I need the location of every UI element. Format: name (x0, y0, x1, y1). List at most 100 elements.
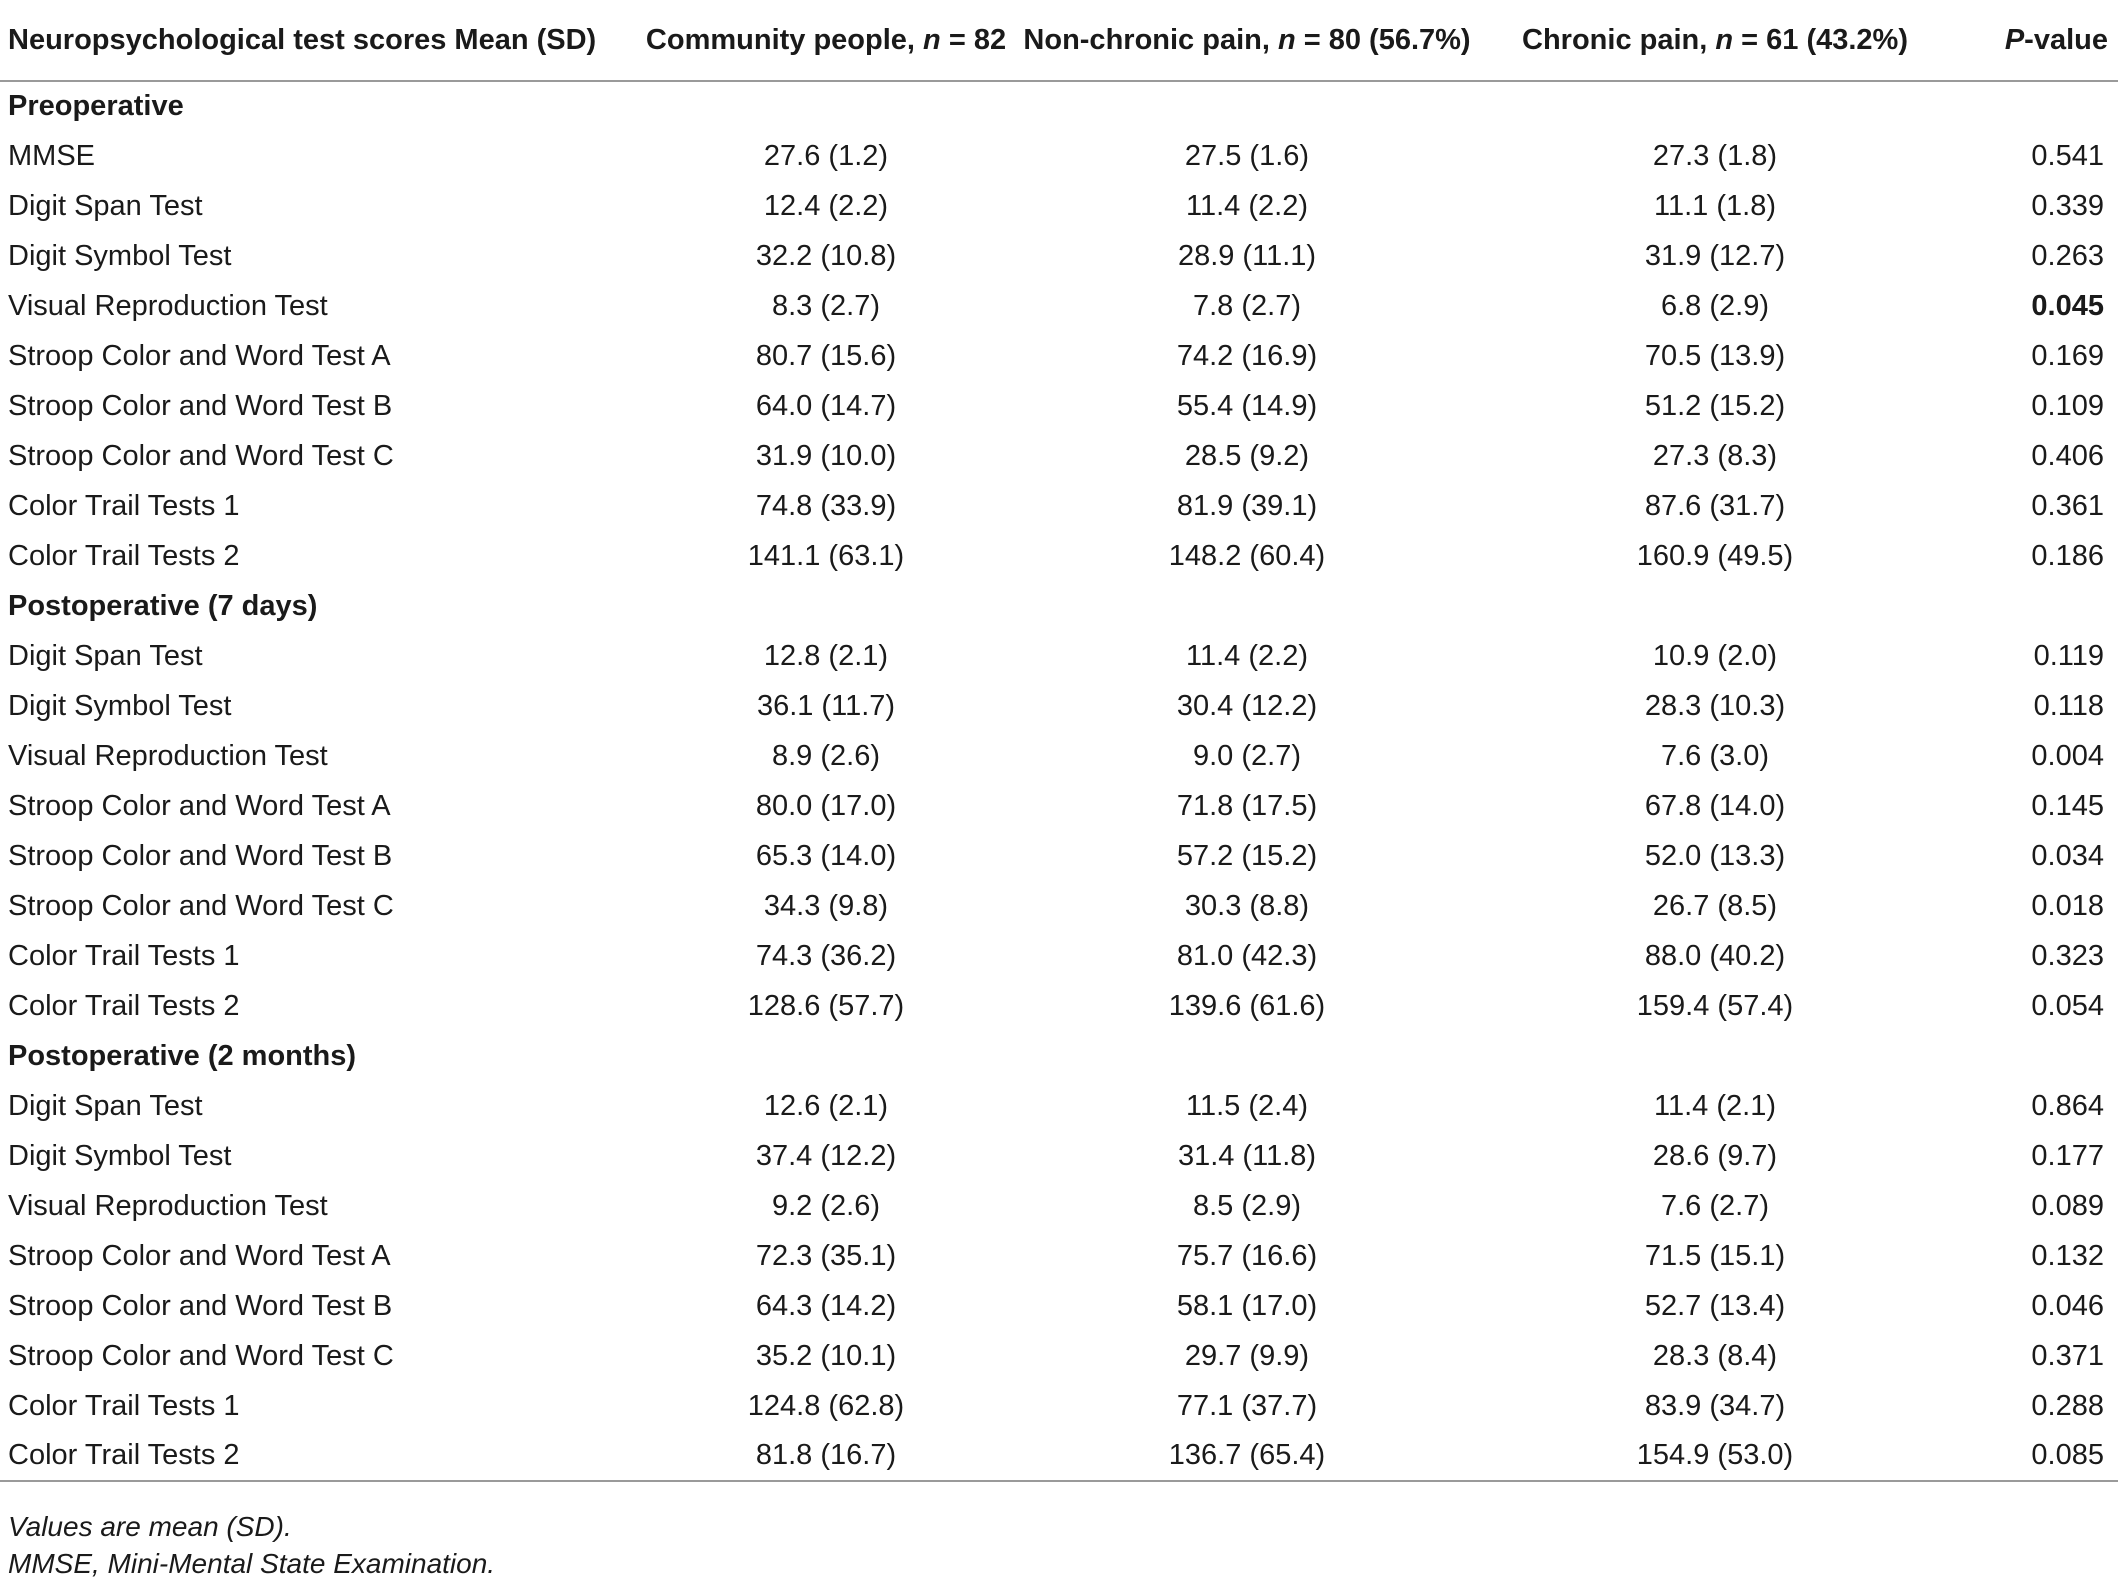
table-row: Stroop Color and Word Test A 80.7 (15.6) 7… (0, 331, 2118, 381)
header-p: P (2004, 23, 2025, 56)
p-value-cell: 0.045 (2031, 289, 2104, 322)
chronic-cell: 26.7 (8.5) (1652, 889, 1778, 922)
test-name-cell: Stroop Color and Word Test B (8, 839, 393, 872)
community-cell: 72.3 (35.1) (755, 1239, 897, 1272)
community-cell: 141.1 (63.1) (747, 539, 905, 572)
p-value-cell: 0.109 (2031, 389, 2104, 422)
p-value-cell: 0.263 (2031, 239, 2104, 272)
chronic-cell: 51.2 (15.2) (1644, 389, 1786, 422)
table-row: Color Trail Tests 1 74.3 (36.2) 81.0 (42.3… (0, 931, 2118, 981)
chronic-cell: 11.1 (1.8) (1654, 189, 1776, 222)
community-cell: 12.8 (2.1) (763, 639, 889, 672)
test-name-cell: Color Trail Tests 2 (0, 1431, 640, 1482)
header-p-value: P-value (1948, 0, 2118, 82)
header-community-suffix: = 82 (940, 23, 1007, 56)
community-cell: 34.3 (9.8) (763, 889, 889, 922)
test-name-cell: Color Trail Tests 1 (8, 939, 240, 972)
p-value-cell: 0.288 (2031, 1389, 2104, 1422)
table-row: Color Trail Tests 2 128.6 (57.7) 139.6 (61… (0, 981, 2118, 1031)
community-cell: 81.8 (16.7) (640, 1431, 1012, 1482)
results-table: Neuropsychological test scores Mean (SD)… (0, 0, 2118, 1482)
table-row: Digit Symbol Test 32.2 (10.8) 28.9 (11.1) 3… (0, 231, 2118, 281)
table-row: Digit Span Test 12.6 (2.1) 11.5 (2.4) 11.4 … (0, 1081, 2118, 1131)
test-name-cell: Digit Symbol Test (8, 1139, 232, 1172)
footnote-mmse: MMSE, Mini-Mental State Examination. (8, 1548, 496, 1579)
p-value-cell: 0.132 (2031, 1239, 2104, 1272)
header-community-prefix: Community people, (645, 23, 924, 56)
table-row: Stroop Color and Word Test B 65.3 (14.0) 5… (0, 831, 2118, 881)
header-community-n: n (923, 23, 941, 56)
table-row: Stroop Color and Word Test A 80.0 (17.0) 7… (0, 781, 2118, 831)
nonchronic-cell: 58.1 (17.0) (1176, 1289, 1318, 1322)
nonchronic-cell: 71.8 (17.5) (1176, 789, 1318, 822)
test-name-cell: Stroop Color and Word Test B (8, 389, 393, 422)
test-name-cell: Visual Reproduction Test (8, 739, 328, 772)
p-value-cell: 0.323 (2031, 939, 2104, 972)
table-body: Preoperative MMSE 27.6 (1.2) 27.5 (1.6) 27.3… (0, 81, 2118, 1482)
header-nonchronic-prefix: Non-chronic pain, (1023, 23, 1278, 56)
chronic-cell: 71.5 (15.1) (1644, 1239, 1786, 1272)
table-row: Stroop Color and Word Test B 64.3 (14.2) 5… (0, 1281, 2118, 1331)
p-value-cell: 0.119 (2033, 639, 2104, 672)
table-row: Color Trail Tests 1 74.8 (33.9) 81.9 (39.1… (0, 481, 2118, 531)
nonchronic-cell: 29.7 (9.9) (1184, 1339, 1310, 1372)
p-value-cell: 0.339 (2031, 189, 2104, 222)
nonchronic-cell: 148.2 (60.4) (1168, 539, 1326, 572)
test-name-cell: Digit Span Test (8, 189, 203, 222)
p-value-cell: 0.186 (2031, 539, 2104, 572)
test-name-cell: Stroop Color and Word Test B (8, 1289, 393, 1322)
chronic-cell: 6.8 (2.9) (1661, 289, 1769, 322)
community-cell: 8.3 (2.7) (772, 289, 880, 322)
community-cell: 35.2 (10.1) (755, 1339, 897, 1372)
chronic-cell: 160.9 (49.5) (1636, 539, 1794, 572)
header-test-scores: Neuropsychological test scores Mean (SD) (0, 0, 640, 82)
community-cell: 128.6 (57.7) (747, 989, 905, 1022)
nonchronic-cell: 30.4 (12.2) (1176, 689, 1318, 722)
p-value-cell: 0.169 (2031, 339, 2104, 372)
chronic-cell: 7.6 (3.0) (1661, 739, 1769, 772)
test-name-cell: Color Trail Tests 1 (8, 489, 240, 522)
nonchronic-cell: 75.7 (16.6) (1176, 1239, 1318, 1272)
table-row: Stroop Color and Word Test C 31.9 (10.0) 2… (0, 431, 2118, 481)
nonchronic-cell: 139.6 (61.6) (1168, 989, 1326, 1022)
chronic-cell: 28.3 (8.4) (1652, 1339, 1778, 1372)
test-name-cell: Stroop Color and Word Test C (8, 1339, 394, 1372)
p-value-cell: 0.034 (2031, 839, 2104, 872)
table-row: Visual Reproduction Test 9.2 (2.6) 8.5 (2.… (0, 1181, 2118, 1231)
nonchronic-cell: 28.5 (9.2) (1184, 439, 1310, 472)
header-nonchronic-suffix: = 80 (56.7%) (1295, 23, 1471, 56)
test-name-cell: Digit Span Test (8, 1089, 203, 1122)
table-row: Color Trail Tests 1 124.8 (62.8) 77.1 (37.… (0, 1381, 2118, 1431)
nonchronic-cell: 11.4 (2.2) (1186, 639, 1308, 672)
header-nonchronic: Non-chronic pain, n = 80 (56.7%) (1012, 0, 1482, 82)
chronic-cell: 28.3 (10.3) (1644, 689, 1786, 722)
test-name-cell: Stroop Color and Word Test A (8, 1239, 391, 1272)
test-name-cell: Visual Reproduction Test (8, 289, 328, 322)
nonchronic-cell: 11.5 (2.4) (1186, 1089, 1308, 1122)
community-cell: 32.2 (10.8) (755, 239, 897, 272)
nonchronic-cell: 57.2 (15.2) (1176, 839, 1318, 872)
header-chronic: Chronic pain, n = 61 (43.2%) (1482, 0, 1948, 82)
community-cell: 8.9 (2.6) (772, 739, 880, 772)
p-value-cell: 0.864 (2031, 1089, 2104, 1122)
community-cell: 64.3 (14.2) (755, 1289, 897, 1322)
nonchronic-cell: 9.0 (2.7) (1193, 739, 1301, 772)
p-value-cell: 0.145 (2031, 789, 2104, 822)
p-value-cell: 0.118 (2033, 689, 2104, 722)
table-row: Stroop Color and Word Test C 35.2 (10.1) 2… (0, 1331, 2118, 1381)
footnote-values: Values are mean (SD). (8, 1511, 292, 1542)
table-row: Visual Reproduction Test 8.3 (2.7) 7.8 (2.… (0, 281, 2118, 331)
section-row: Postoperative (2 months) (0, 1031, 2118, 1081)
chronic-cell: 27.3 (8.3) (1652, 439, 1778, 472)
community-cell: 37.4 (12.2) (755, 1139, 897, 1172)
table-row: MMSE 27.6 (1.2) 27.5 (1.6) 27.3 (1.8) 0.541 (0, 131, 2118, 181)
community-cell: 36.1 (11.7) (756, 689, 896, 722)
section-row: Preoperative (0, 81, 2118, 131)
section-heading: Postoperative (7 days) (8, 589, 318, 622)
chronic-cell: 7.6 (2.7) (1661, 1189, 1769, 1222)
nonchronic-cell: 74.2 (16.9) (1176, 339, 1318, 372)
table-row: Color Trail Tests 2 141.1 (63.1) 148.2 (60… (0, 531, 2118, 581)
community-cell: 27.6 (1.2) (763, 139, 889, 172)
community-cell: 74.3 (36.2) (755, 939, 897, 972)
chronic-cell: 159.4 (57.4) (1636, 989, 1794, 1022)
